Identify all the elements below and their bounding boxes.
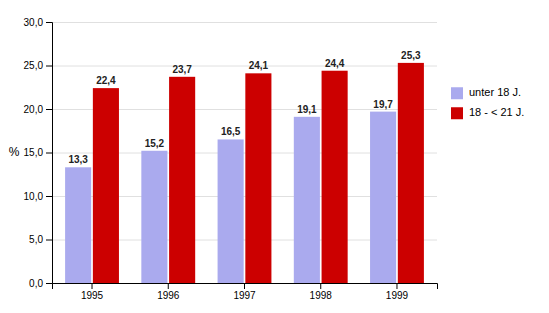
bar [294, 117, 320, 283]
grid-tick [52, 22, 437, 23]
y-tick: 30,0 [24, 17, 52, 28]
tick-label: 10,0 [24, 191, 44, 202]
tick-mark [46, 283, 52, 284]
tick-mark [92, 283, 93, 289]
y-tick: 15,0 [24, 147, 52, 158]
bar [93, 88, 119, 283]
tick-mark [46, 196, 52, 197]
bar [370, 112, 396, 283]
bar [65, 167, 91, 283]
tick-label: 1997 [233, 290, 256, 301]
bar [398, 63, 424, 283]
tick-mark [46, 153, 52, 154]
data-label: 24,1 [249, 60, 269, 71]
legend-swatch [451, 87, 463, 99]
x-tick: 1995 [81, 283, 104, 301]
tick-label: 25,0 [24, 60, 44, 71]
bar [218, 139, 244, 283]
y-tick: 0,0 [29, 278, 52, 289]
series [93, 63, 424, 283]
grid-line [52, 22, 437, 23]
tick-mark [46, 22, 52, 23]
chart: 13,3 15,2 16,5 19,1 19,7 22,4 23,7 24,1 24,4 25,3… [0, 0, 549, 313]
data-label: 15,2 [145, 138, 165, 149]
legend-label: 18 - < 21 J. [469, 106, 524, 118]
plot: 13,3 15,2 16,5 19,1 19,7 22,4 23,7 24,1 24,4 25,3… [24, 17, 438, 301]
x-tick: 1998 [310, 283, 333, 301]
tick-mark [244, 283, 245, 289]
x-axis: 1995 1996 1997 1998 1999 [53, 283, 438, 301]
tick-label: 5,0 [29, 234, 43, 245]
bar [169, 77, 195, 283]
tick-label: 1995 [81, 290, 104, 301]
legend-label: unter 18 J. [469, 86, 521, 98]
tick-label: 1996 [157, 290, 180, 301]
data-label: 23,7 [172, 64, 192, 75]
y-tick: 10,0 [24, 191, 52, 202]
bar [322, 71, 348, 283]
x-tick: 1999 [386, 283, 409, 301]
y-tick: 25,0 [24, 60, 52, 71]
tick-mark [320, 283, 321, 289]
y-tick: 20,0 [24, 104, 52, 115]
tick-mark [46, 109, 52, 110]
legend-item: unter 18 J. [451, 86, 521, 99]
tick-label: 20,0 [24, 104, 44, 115]
tick-label: 1998 [310, 290, 333, 301]
legend-swatch [451, 107, 463, 119]
tick-label: 15,0 [24, 147, 44, 158]
grid-tick [52, 66, 437, 67]
tick-label: 0,0 [29, 278, 43, 289]
y-tick: 5,0 [29, 234, 52, 245]
axis-line [53, 284, 438, 290]
x-tick: 1996 [157, 283, 180, 301]
legend-item: 18 - < 21 J. [451, 106, 524, 119]
tick-mark [46, 240, 52, 241]
data-labels: 13,3 15,2 16,5 19,1 19,7 22,4 23,7 24,1 24,4 25,3 [68, 50, 421, 165]
bar [141, 151, 167, 283]
data-label: 19,7 [373, 99, 393, 110]
tick-mark [396, 283, 397, 289]
tick-label: 1999 [386, 290, 409, 301]
tick-mark [46, 66, 52, 67]
grid-line [52, 66, 437, 67]
x-tick: 1997 [233, 283, 256, 301]
y-axis: 0,0 5,0 10,0 15,0 20,0 25,0 30,0 [24, 17, 53, 289]
bar [245, 73, 271, 283]
data-label: 22,4 [96, 75, 116, 86]
axis-line [46, 23, 53, 284]
bars [65, 63, 424, 283]
legend: unter 18 J. 18 - < 21 J. [451, 86, 524, 119]
data-label: 19,1 [297, 104, 317, 115]
tick-label: 30,0 [24, 17, 44, 28]
grid [52, 23, 437, 284]
data-label: 13,3 [68, 154, 88, 165]
y-axis-label: % [9, 145, 20, 159]
data-label: 25,3 [401, 50, 421, 61]
tick-mark [168, 283, 169, 289]
data-label: 16,5 [221, 126, 241, 137]
data-label: 24,4 [325, 58, 345, 69]
